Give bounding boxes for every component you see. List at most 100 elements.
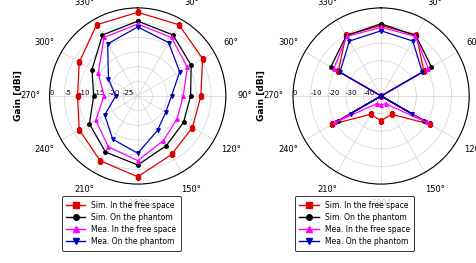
Sim. In the free space <box>98 159 103 163</box>
Mea. In the free space <box>378 103 384 106</box>
Mea. On the phantom <box>348 112 354 115</box>
Sim. In the free space <box>135 11 140 14</box>
Mea. On the phantom <box>378 29 384 32</box>
Sim. In the free space <box>135 11 140 14</box>
Mea. In the free space <box>378 94 384 98</box>
Sim. On the phantom <box>164 144 169 147</box>
Mea. On the phantom <box>419 71 425 74</box>
Mea. In the free space <box>106 145 111 148</box>
Mea. On the phantom <box>177 70 183 73</box>
Mea. On the phantom <box>378 94 384 98</box>
Sim. In the free space <box>94 23 99 26</box>
Sim. In the free space <box>75 94 80 98</box>
Sim. On the phantom <box>188 64 194 67</box>
Mea. In the free space <box>378 26 384 29</box>
Sim. In the free space <box>378 94 384 98</box>
Sim. On the phantom <box>378 94 384 98</box>
Sim. In the free space <box>343 33 349 37</box>
Mea. In the free space <box>344 35 349 38</box>
Sim. In the free space <box>76 128 82 131</box>
Sim. On the phantom <box>99 33 105 37</box>
Line: Mea. On the phantom: Mea. On the phantom <box>338 29 424 115</box>
Sim. On the phantom <box>328 65 334 68</box>
Mea. In the free space <box>135 159 140 162</box>
Mea. In the free space <box>374 102 379 105</box>
Line: Mea. On the phantom: Mea. On the phantom <box>103 25 181 155</box>
Mea. In the free space <box>331 67 337 70</box>
Sim. On the phantom <box>421 119 426 122</box>
Mea. In the free space <box>101 94 107 98</box>
Sim. In the free space <box>329 123 335 126</box>
Sim. On the phantom <box>378 94 384 98</box>
Line: Sim. In the free space: Sim. In the free space <box>76 11 204 179</box>
Sim. On the phantom <box>378 22 384 25</box>
Mea. On the phantom <box>378 29 384 32</box>
Sim. In the free space <box>389 113 395 116</box>
Sim. In the free space <box>189 126 195 129</box>
Mea. In the free space <box>185 66 190 69</box>
Sim. In the free space <box>378 94 384 98</box>
Mea. In the free space <box>160 139 166 142</box>
Sim. In the free space <box>414 33 419 37</box>
Mea. In the free space <box>135 22 140 26</box>
Legend: Sim. In the free space, Sim. On the phantom, Mea. In the free space, Mea. On the: Sim. In the free space, Sim. On the phan… <box>61 196 181 251</box>
Mea. In the free space <box>93 119 99 122</box>
Sim. On the phantom <box>188 94 193 98</box>
Sim. In the free space <box>176 23 182 26</box>
Text: Gain [dBi]: Gain [dBi] <box>257 70 266 122</box>
Mea. In the free space <box>378 26 384 29</box>
Text: Gain [dBi]: Gain [dBi] <box>13 70 22 122</box>
Sim. In the free space <box>427 123 433 126</box>
Mea. In the free space <box>174 117 180 120</box>
Mea. In the free space <box>169 36 174 39</box>
Mea. On the phantom <box>378 94 384 98</box>
Mea. On the phantom <box>166 41 171 44</box>
Mea. In the free space <box>96 72 101 75</box>
Sim. In the free space <box>378 24 384 27</box>
Sim. In the free space <box>367 113 373 116</box>
Mea. On the phantom <box>169 94 174 98</box>
Mea. On the phantom <box>135 26 140 29</box>
Mea. On the phantom <box>113 94 119 98</box>
Sim. On the phantom <box>91 94 97 98</box>
Mea. In the free space <box>101 36 107 39</box>
Sim. On the phantom <box>378 94 384 98</box>
Sim. On the phantom <box>344 34 349 37</box>
Mea. In the free space <box>413 35 418 38</box>
Line: Sim. On the phantom: Sim. On the phantom <box>329 22 433 122</box>
Sim. On the phantom <box>135 19 140 23</box>
Mea. On the phantom <box>337 71 343 74</box>
Sim. On the phantom <box>87 122 92 125</box>
Mea. In the free space <box>135 22 140 26</box>
Sim. In the free space <box>135 175 140 178</box>
Line: Sim. On the phantom: Sim. On the phantom <box>88 19 193 167</box>
Mea. On the phantom <box>106 78 111 81</box>
Sim. In the free space <box>421 70 426 73</box>
Sim. On the phantom <box>135 163 140 166</box>
Line: Mea. In the free space: Mea. In the free space <box>332 26 430 124</box>
Sim. On the phantom <box>378 22 384 25</box>
Sim. On the phantom <box>378 94 384 98</box>
Line: Mea. In the free space: Mea. In the free space <box>94 22 189 162</box>
Mea. On the phantom <box>378 94 384 98</box>
Mea. In the free space <box>426 67 431 70</box>
Mea. On the phantom <box>135 26 140 29</box>
Mea. On the phantom <box>409 112 415 115</box>
Mea. On the phantom <box>110 138 116 141</box>
Sim. On the phantom <box>181 121 187 124</box>
Sim. On the phantom <box>170 33 176 37</box>
Sim. On the phantom <box>428 65 434 68</box>
Mea. On the phantom <box>378 94 384 98</box>
Sim. In the free space <box>169 153 174 156</box>
Mea. In the free space <box>378 94 384 98</box>
Mea. In the free space <box>332 121 338 124</box>
Sim. On the phantom <box>89 68 95 71</box>
Mea. On the phantom <box>378 94 384 98</box>
Mea. On the phantom <box>155 129 160 132</box>
Sim. On the phantom <box>102 150 108 154</box>
Line: Sim. In the free space: Sim. In the free space <box>330 24 432 126</box>
Mea. On the phantom <box>410 39 416 43</box>
Mea. On the phantom <box>102 114 108 117</box>
Sim. On the phantom <box>135 19 140 23</box>
Mea. On the phantom <box>135 152 140 155</box>
